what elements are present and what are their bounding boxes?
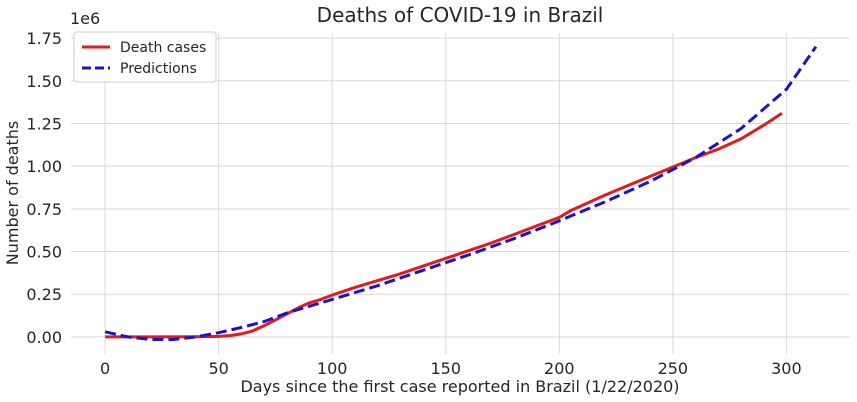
y-tick-label: 1.00 bbox=[26, 157, 62, 176]
legend: Death cases Predictions bbox=[73, 31, 217, 83]
x-tick-label: 100 bbox=[317, 359, 348, 378]
y-axis-label: Number of deaths bbox=[3, 121, 22, 265]
x-tick-label: 0 bbox=[100, 359, 110, 378]
y-tick-label: 0.50 bbox=[26, 243, 62, 262]
x-tick-label: 300 bbox=[771, 359, 802, 378]
y-tick-label: 0.75 bbox=[26, 200, 62, 219]
x-tick-label: 50 bbox=[208, 359, 228, 378]
x-tick-label: 150 bbox=[430, 359, 461, 378]
series-group bbox=[104, 45, 818, 341]
x-axis-label: Days since the first case reported in Br… bbox=[240, 377, 679, 396]
y-tick-label: 0.00 bbox=[26, 328, 62, 347]
y-scale-label: 1e6 bbox=[70, 9, 100, 28]
series-line-predictions bbox=[104, 45, 818, 341]
y-tick-label: 0.25 bbox=[26, 285, 62, 304]
chart-title: Deaths of COVID-19 in Brazil bbox=[317, 3, 604, 27]
y-ticks: 0.00 0.25 0.50 0.75 1.00 1.25 1.50 1.75 bbox=[26, 29, 62, 347]
series-line-death-cases bbox=[105, 112, 783, 339]
y-tick-label: 1.75 bbox=[26, 29, 62, 48]
x-ticks: 0 50 100 150 200 250 300 bbox=[100, 359, 802, 378]
y-tick-label: 1.50 bbox=[26, 72, 62, 91]
legend-label-death-cases: Death cases bbox=[120, 40, 206, 56]
x-tick-label: 250 bbox=[658, 359, 689, 378]
x-tick-label: 200 bbox=[544, 359, 575, 378]
y-tick-label: 1.25 bbox=[26, 114, 62, 133]
legend-label-predictions: Predictions bbox=[120, 61, 197, 77]
